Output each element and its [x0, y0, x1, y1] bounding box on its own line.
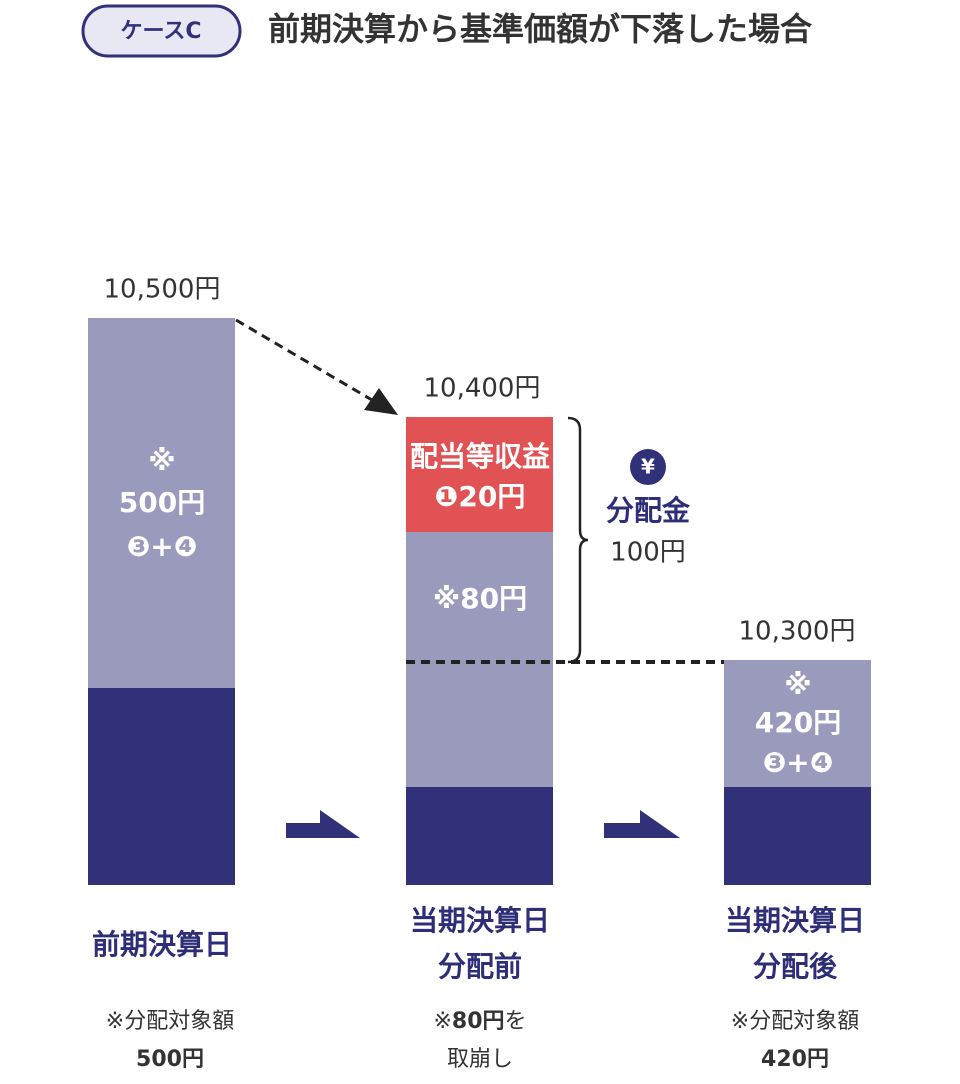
- amount: 420円: [755, 706, 841, 739]
- note-part: ※: [433, 1009, 451, 1034]
- price: 10,400円: [424, 374, 541, 404]
- note-line: 取崩し: [447, 1047, 513, 1072]
- income-title: 配当等収益: [410, 440, 550, 473]
- badge: [81, 4, 242, 58]
- title: 前期決算から基準価額が下落した場合: [268, 10, 812, 48]
- note: ※分配対象額: [106, 1009, 234, 1034]
- yen-icon: [630, 449, 666, 485]
- column-label: 前期決算日: [92, 928, 232, 961]
- note-amount: 500円: [136, 1047, 204, 1072]
- column-label: 分配後: [753, 950, 838, 983]
- income-amount: ❶20円: [435, 480, 526, 513]
- bar-segment: [724, 660, 871, 787]
- mark: ※: [784, 668, 811, 701]
- bar-segment: [88, 318, 235, 688]
- drawdown: ※80円: [433, 582, 527, 615]
- note: ※80円を: [433, 1009, 526, 1034]
- dashed-connector: [235, 318, 373, 402]
- note-amount: 420円: [761, 1047, 829, 1072]
- bar-segment: [406, 787, 553, 885]
- bar-segment: [724, 787, 871, 885]
- yen-symbol: ¥: [641, 455, 655, 479]
- formula: ❸+❹: [127, 530, 198, 563]
- arrow-head: [364, 388, 398, 415]
- bar-segment: [406, 532, 553, 787]
- step-arrow: [286, 810, 360, 838]
- note-part: 80円: [452, 1009, 505, 1034]
- bar-segment: [88, 688, 235, 885]
- price: 10,300円: [739, 617, 856, 647]
- price: 10,500円: [104, 275, 221, 305]
- brace: [567, 416, 589, 664]
- distribution-amount: 100円: [610, 538, 686, 568]
- bar-segment: [406, 417, 553, 532]
- amount: 500円: [119, 486, 205, 519]
- distribution-title: 分配金: [606, 494, 691, 527]
- step-arrow: [604, 810, 680, 838]
- column-label: 分配前: [438, 950, 522, 983]
- note-part: を: [505, 1009, 527, 1034]
- mark: ※: [148, 444, 175, 477]
- badge-text: ケースC: [120, 19, 201, 44]
- column-label: 当期決算日: [410, 904, 550, 937]
- formula: ❸+❹: [763, 746, 834, 779]
- note: ※分配対象額: [731, 1009, 859, 1034]
- column-label: 当期決算日: [725, 904, 865, 937]
